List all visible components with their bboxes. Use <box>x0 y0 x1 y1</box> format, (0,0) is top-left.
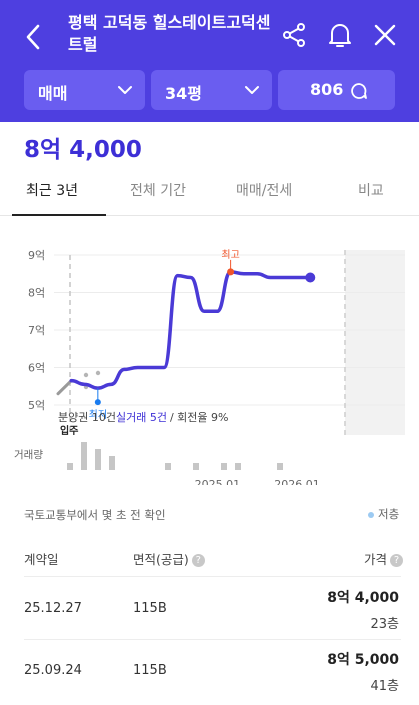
current-price: 8억 4,000 <box>24 137 142 163</box>
actual-count: 실거래 5건 <box>116 411 167 424</box>
app-header: 평택 고덕동 힐스테이트고덕센트럴 매매 34평 806 <box>0 0 419 122</box>
presale-count: 분양권 10건 <box>58 411 116 424</box>
page-title: 평택 고덕동 힐스테이트고덕센트럴 <box>68 13 271 54</box>
volume-bar <box>95 449 101 470</box>
area-type: 115B <box>133 601 167 616</box>
volume-bar <box>67 463 73 470</box>
tab-compare[interactable]: 비교 <box>358 183 384 199</box>
volume-bar <box>221 463 227 470</box>
contract-date: 25.09.24 <box>24 663 82 678</box>
price-line <box>69 270 313 390</box>
close-icon[interactable] <box>370 20 400 50</box>
price-chart[interactable]: 9억 8억 7억 6억 5억 최고 최저 입주 분양권 10건실거래 5건 / 회전율 9… <box>0 225 419 485</box>
active-tab-underline <box>12 214 106 216</box>
presale-line <box>56 379 73 396</box>
back-arrow-icon[interactable] <box>18 20 48 54</box>
tab-recent-3y[interactable]: 최근 3년 <box>26 183 78 199</box>
y-tick-label: 6억 <box>28 362 45 375</box>
low-point[interactable] <box>94 399 101 406</box>
stats-line: 분양권 10건실거래 5건 / 회전율 9% <box>58 411 228 424</box>
y-tick-label: 7억 <box>28 324 45 337</box>
deal-type-select[interactable]: 매매 <box>24 70 145 110</box>
tab-sale-lease[interactable]: 매매/전세 <box>236 183 293 199</box>
talk-count: 806 <box>310 80 344 99</box>
low-label: 최저 <box>89 409 107 421</box>
volume-bar <box>165 463 171 470</box>
data-source-text: 국토교통부에서 몇 초 전 확인 <box>24 508 166 522</box>
turnover-rate: / 회전율 9% <box>170 411 229 424</box>
header-price: 가격? <box>364 549 403 568</box>
talk-button[interactable]: 806 <box>278 70 395 110</box>
volume-bars <box>67 442 283 470</box>
volume-bar <box>235 463 241 470</box>
bell-icon[interactable] <box>325 20 355 50</box>
header-area-label: 면적(공급) <box>133 552 189 567</box>
presale-dot <box>95 370 101 376</box>
latest-point[interactable] <box>305 272 316 283</box>
y-axis: 9억 8억 7억 6억 5억 <box>28 249 45 412</box>
header-area: 면적(공급)? <box>133 549 205 568</box>
volume-bar <box>81 442 87 470</box>
x-tick-label: 2025.01 <box>195 478 241 485</box>
x-axis: 2025.01 2026.01 <box>195 478 320 485</box>
size-label: 34평 <box>165 84 202 103</box>
high-label: 최고 <box>221 249 239 261</box>
share-icon[interactable] <box>279 20 309 50</box>
table-row[interactable]: 25.12.27 115B 8억 4,000 23층 <box>0 578 419 639</box>
deal-type-label: 매매 <box>38 84 68 103</box>
low-floor-legend: 저층 <box>368 506 399 522</box>
volume-bar <box>193 463 199 470</box>
deal-price: 8억 4,000 <box>327 590 399 606</box>
volume-bar <box>109 456 115 470</box>
chart-grid <box>54 254 405 406</box>
tab-all-period[interactable]: 전체 기간 <box>130 183 186 199</box>
size-select[interactable]: 34평 <box>151 70 272 110</box>
chevron-down-icon <box>245 86 259 94</box>
y-tick-label: 5억 <box>28 399 45 412</box>
floor: 41층 <box>370 679 399 694</box>
header-price-label: 가격 <box>363 552 387 567</box>
contract-date: 25.12.27 <box>24 601 82 616</box>
period-tabs: 최근 3년 전체 기간 매매/전세 비교 <box>0 170 419 216</box>
divider <box>24 639 401 640</box>
y-tick-label: 9억 <box>28 249 45 262</box>
x-tick-label: 2026.01 <box>274 478 320 485</box>
high-point[interactable] <box>227 268 235 276</box>
presale-dot <box>83 372 89 378</box>
volume-bar <box>277 463 283 470</box>
table-row[interactable]: 25.09.24 115B 8억 5,000 41층 <box>0 640 419 701</box>
low-floor-legend-label: 저층 <box>378 507 400 521</box>
table-header: 계약일 면적(공급)? 가격? <box>0 547 419 577</box>
chat-bubble-icon <box>351 83 367 99</box>
help-icon[interactable]: ? <box>390 554 403 567</box>
low-floor-dot <box>368 511 374 518</box>
forecast-area <box>345 250 405 435</box>
divider <box>24 576 401 577</box>
move-in-label: 입주 <box>60 424 78 437</box>
deal-price: 8억 5,000 <box>327 652 399 668</box>
header-date: 계약일 <box>24 552 59 567</box>
floor: 23층 <box>370 617 399 632</box>
help-icon[interactable]: ? <box>191 554 205 567</box>
y-tick-label: 8억 <box>28 287 45 300</box>
area-type: 115B <box>133 663 167 678</box>
chevron-down-icon <box>118 86 132 94</box>
volume-label: 거래량 <box>14 449 43 461</box>
